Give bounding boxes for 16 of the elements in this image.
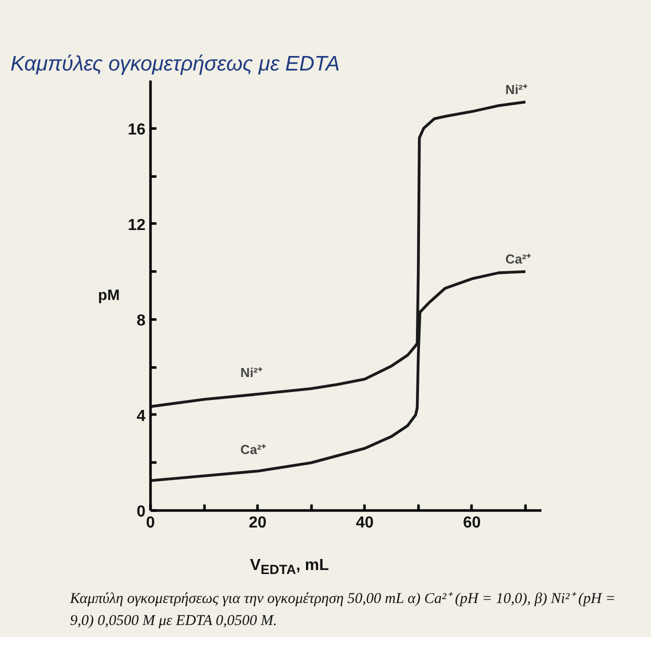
y-tick-label: 0 bbox=[136, 504, 146, 520]
y-tick-label: 4 bbox=[136, 408, 146, 425]
series-label: Ni²⁺ bbox=[505, 82, 528, 97]
text: Ca²⁺ bbox=[240, 442, 266, 458]
x-tick-label: 20 bbox=[248, 514, 267, 532]
series-label: Ca²⁺ bbox=[505, 252, 532, 267]
y-tick-label: 8 bbox=[136, 312, 146, 330]
x-axis-title: V$_{EDTA}$, mL bbox=[250, 556, 329, 580]
y-axis-title: pM bbox=[98, 287, 120, 304]
x-tick-label: 40 bbox=[356, 514, 374, 532]
y-tick-label: 12 bbox=[128, 216, 146, 234]
y-tick-label: 16 bbox=[128, 121, 146, 138]
x-tick-label: 60 bbox=[462, 514, 481, 532]
text: Καμπύλη ογκομετρήσεως για την ογκομέτρηση 50,00 mL α) Ca²⁺ (pH = 10,0), β) Ni²⁺ (pH = 9,0) 0,0500 M με EDTA 0,0500 M. bbox=[70, 590, 616, 631]
chart-title: Καμπύλες ογκομετρήσεως με EDTA bbox=[10, 52, 340, 76]
text: Ni²⁺ bbox=[240, 365, 262, 380]
